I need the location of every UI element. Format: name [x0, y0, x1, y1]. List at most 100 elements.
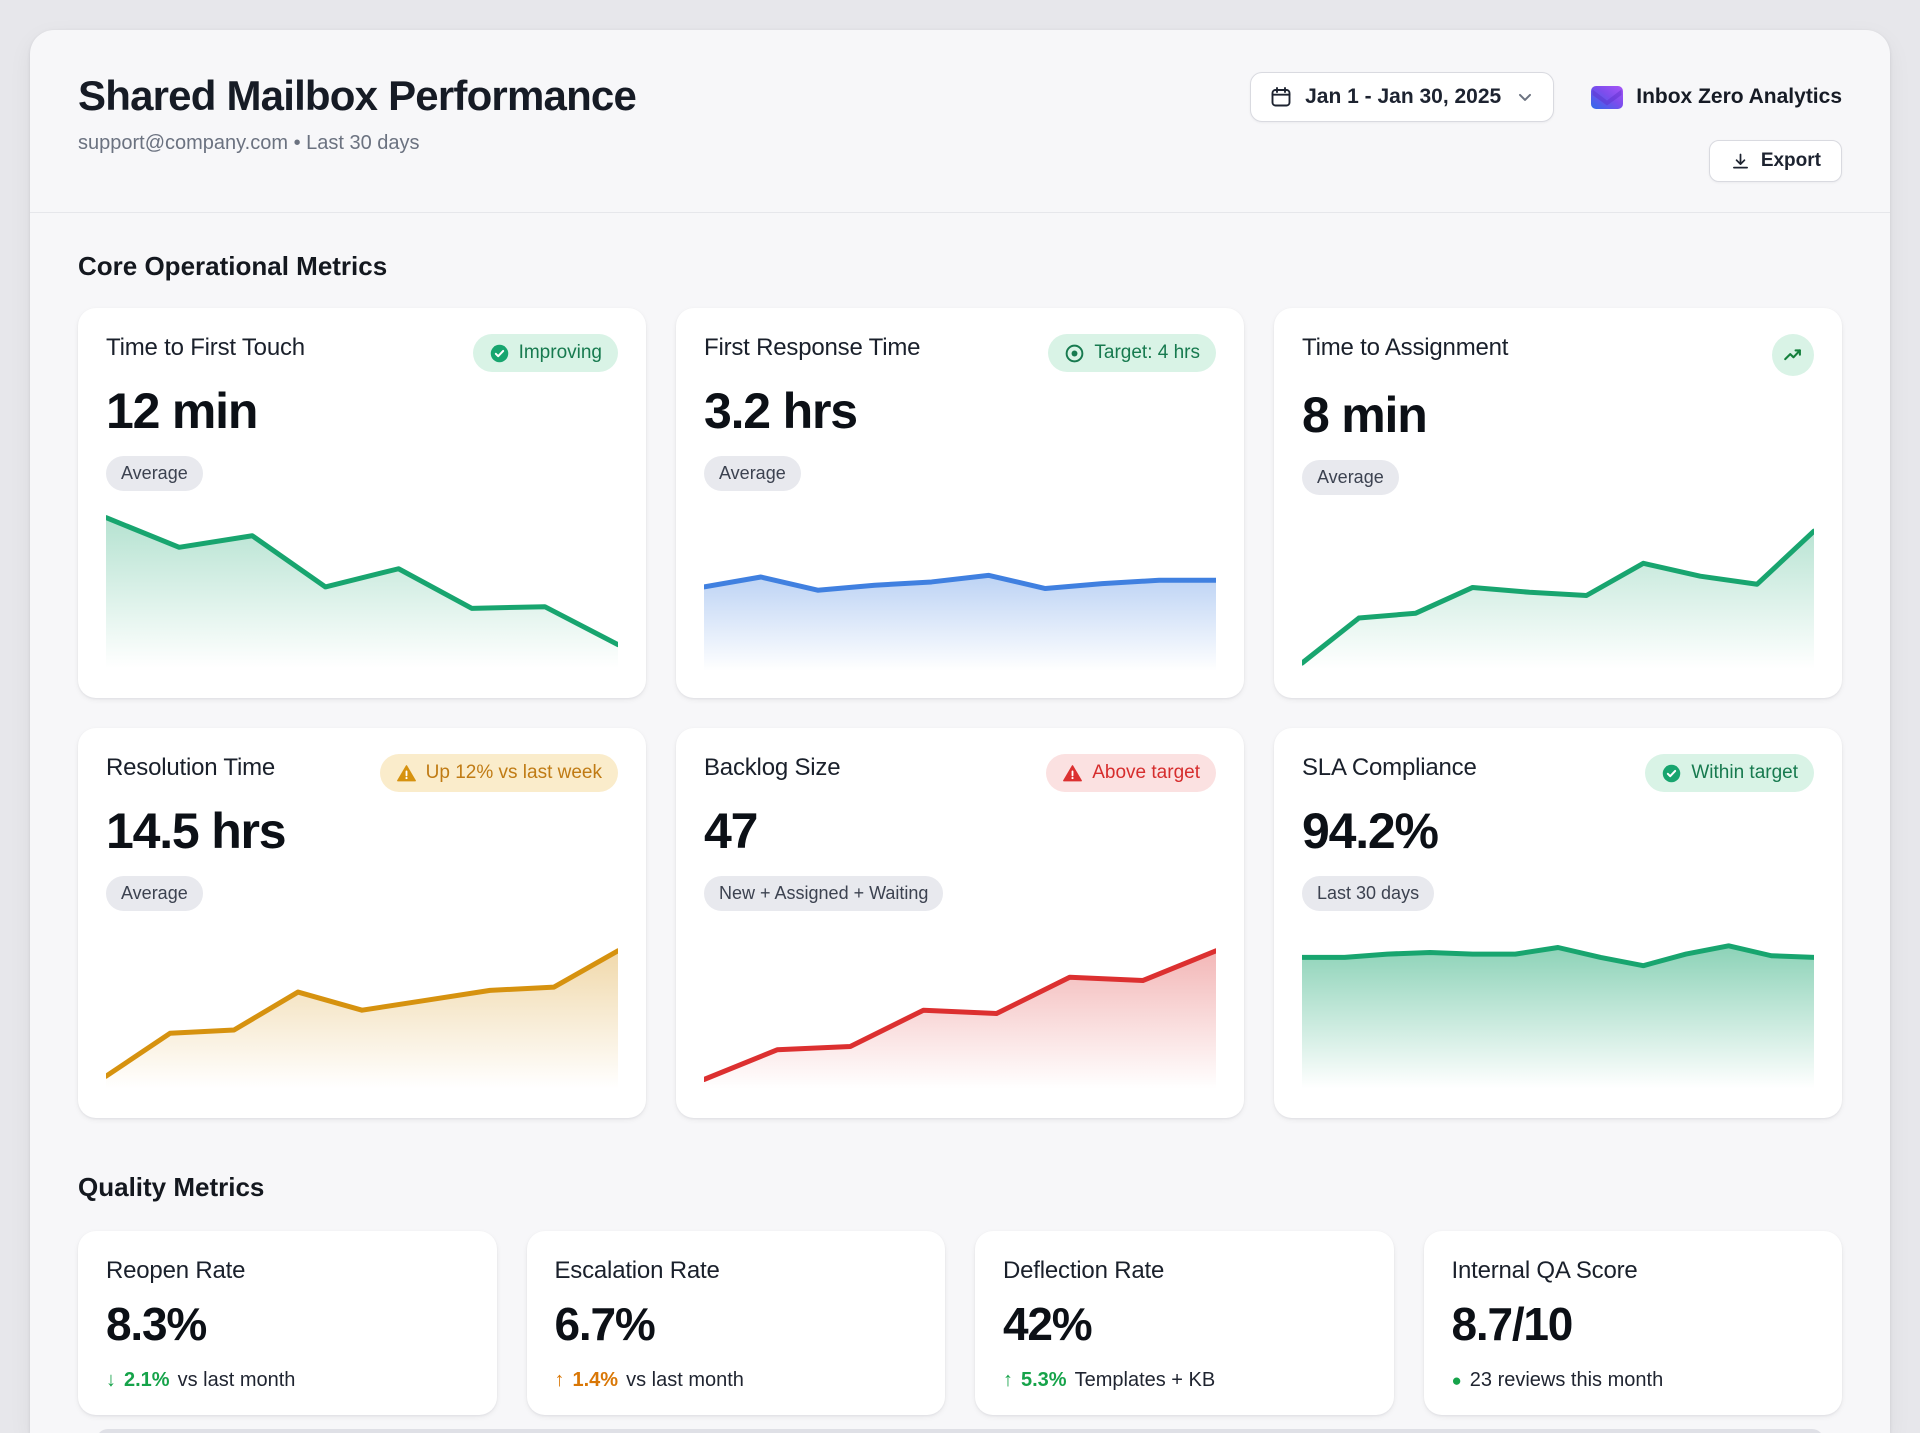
dashboard-container: Shared Mailbox Performance support@compa…	[30, 30, 1890, 1433]
card-title: Time to Assignment	[1302, 334, 1509, 361]
status-badge-warning: Up 12% vs last week	[379, 754, 618, 792]
card-title: Backlog Size	[704, 754, 841, 781]
metric-context-pill: Average	[106, 456, 203, 491]
delta-value: 2.1%	[124, 1369, 170, 1391]
metric-card-backlog-size: Backlog Size Above target 47 New + Assig…	[676, 728, 1244, 1118]
card-title: Internal QA Score	[1451, 1257, 1638, 1284]
metric-card-internal-qa-score: Internal QA Score 8.7/10 ● 23 reviews th…	[1423, 1231, 1842, 1415]
delta-text: vs last month	[177, 1369, 296, 1391]
brand-label: Inbox Zero Analytics	[1636, 85, 1842, 108]
brand: Inbox Zero Analytics	[1590, 82, 1842, 112]
warning-icon	[396, 763, 417, 784]
metric-card-reopen-rate: Reopen Rate 8.3% ↓ 2.1% vs last month	[78, 1231, 497, 1415]
sparkline-chart	[106, 511, 618, 676]
dot-icon: ●	[1451, 1371, 1462, 1390]
arrow-up-icon: ↑	[554, 1369, 565, 1391]
metric-context-pill: Average	[106, 876, 203, 911]
page-header: Shared Mailbox Performance support@compa…	[30, 30, 1890, 213]
delta-value: 1.4%	[572, 1369, 619, 1391]
status-badge-target: Target: 4 hrs	[1048, 334, 1216, 372]
metric-value: 47	[704, 803, 758, 859]
delta-row: ↑ 1.4% vs last month	[555, 1369, 918, 1392]
sparkline-chart	[704, 511, 1216, 676]
badge-label: Above target	[1092, 762, 1200, 783]
delta-text: vs last month	[626, 1369, 744, 1391]
header-right: Jan 1 - Jan 30, 2025	[1250, 72, 1842, 182]
metric-card-resolution-time: Resolution Time Up 12% vs last week 14.5…	[78, 728, 646, 1118]
delta-row: ↑ 5.3% Templates + KB	[1003, 1369, 1366, 1392]
warning-icon	[1062, 763, 1083, 784]
metric-value: 8.3%	[106, 1298, 207, 1350]
main-content: Core Operational Metrics Time to First T…	[30, 251, 1890, 1433]
metric-value: 6.7%	[554, 1298, 656, 1350]
quality-metrics-grid: Reopen Rate 8.3% ↓ 2.1% vs last month Es…	[78, 1231, 1842, 1415]
card-head: Time to First Touch Improving	[106, 334, 618, 372]
next-section-peek	[96, 1429, 1824, 1433]
metric-value: 94.2%	[1302, 803, 1439, 859]
card-title: SLA Compliance	[1302, 754, 1477, 781]
metric-value: 42%	[1003, 1298, 1093, 1350]
arrow-down-icon: ↓	[106, 1369, 116, 1391]
sparkline-chart	[106, 931, 618, 1096]
inbox-logo-icon	[1590, 82, 1624, 112]
metric-context-pill: Average	[704, 456, 801, 491]
badge-label: Within target	[1691, 762, 1798, 783]
metric-card-time-to-first-touch: Time to First Touch Improving 12 min Ave…	[78, 308, 646, 698]
status-badge-danger: Above target	[1046, 754, 1216, 792]
metric-value: 8.7/10	[1451, 1298, 1574, 1350]
date-range-picker[interactable]: Jan 1 - Jan 30, 2025	[1250, 72, 1555, 122]
export-label: Export	[1760, 150, 1821, 171]
card-head: SLA Compliance Within target	[1302, 754, 1814, 792]
date-range-label: Jan 1 - Jan 30, 2025	[1305, 85, 1502, 108]
export-button[interactable]: Export	[1708, 140, 1842, 182]
metric-card-first-response-time: First Response Time Target: 4 hrs 3.2 hr…	[676, 308, 1244, 698]
card-title: Reopen Rate	[106, 1257, 246, 1284]
metric-card-sla-compliance: SLA Compliance Within target 94.2% Last …	[1274, 728, 1842, 1118]
chevron-down-icon	[1515, 87, 1535, 107]
metric-context-pill: Average	[1302, 460, 1399, 495]
metric-card-escalation-rate: Escalation Rate 6.7% ↑ 1.4% vs last mont…	[526, 1231, 945, 1415]
core-metrics-grid: Time to First Touch Improving 12 min Ave…	[78, 308, 1842, 1118]
card-title: Time to First Touch	[106, 334, 305, 361]
delta-text: 23 reviews this month	[1469, 1369, 1664, 1391]
badge-label: Improving	[518, 342, 602, 363]
page-title: Shared Mailbox Performance	[78, 72, 637, 119]
check-circle-icon	[489, 343, 510, 364]
card-title: Resolution Time	[106, 754, 276, 781]
trending-up-icon	[1782, 344, 1804, 366]
card-title: Deflection Rate	[1003, 1257, 1165, 1284]
status-badge-improving: Improving	[472, 334, 618, 372]
card-title: Escalation Rate	[554, 1257, 720, 1284]
section-title-core: Core Operational Metrics	[78, 251, 388, 281]
card-title: First Response Time	[704, 334, 921, 361]
metric-value: 14.5 hrs	[106, 803, 287, 859]
card-head: First Response Time Target: 4 hrs	[704, 334, 1216, 372]
page-subtitle: support@company.com • Last 30 days	[78, 132, 420, 154]
trend-chip	[1772, 334, 1814, 376]
target-icon	[1064, 343, 1085, 364]
metric-value: 12 min	[106, 383, 258, 439]
header-left: Shared Mailbox Performance support@compa…	[78, 72, 637, 155]
delta-row: ● 23 reviews this month	[1452, 1369, 1815, 1392]
metric-context-pill: New + Assigned + Waiting	[704, 876, 944, 911]
badge-label: Up 12% vs last week	[425, 762, 602, 783]
delta-text: Templates + KB	[1074, 1369, 1216, 1391]
delta-value: 5.3%	[1021, 1369, 1067, 1391]
sparkline-chart	[1302, 931, 1814, 1096]
arrow-up-icon: ↑	[1003, 1369, 1013, 1391]
card-head: Backlog Size Above target	[704, 754, 1216, 792]
sparkline-chart	[704, 931, 1216, 1096]
check-circle-icon	[1661, 763, 1682, 784]
metric-value: 3.2 hrs	[704, 383, 858, 439]
sparkline-chart	[1302, 515, 1814, 676]
metric-card-time-to-assignment: Time to Assignment 8 min Average	[1274, 308, 1842, 698]
calendar-icon	[1269, 85, 1293, 109]
header-top-row: Jan 1 - Jan 30, 2025	[1250, 72, 1842, 122]
metric-value: 8 min	[1302, 387, 1428, 443]
metric-context-pill: Last 30 days	[1302, 876, 1435, 911]
card-head: Resolution Time Up 12% vs last week	[106, 754, 618, 792]
badge-label: Target: 4 hrs	[1094, 342, 1200, 363]
download-icon	[1730, 151, 1751, 172]
section-title-quality: Quality Metrics	[78, 1172, 265, 1202]
card-head: Time to Assignment	[1302, 334, 1814, 376]
